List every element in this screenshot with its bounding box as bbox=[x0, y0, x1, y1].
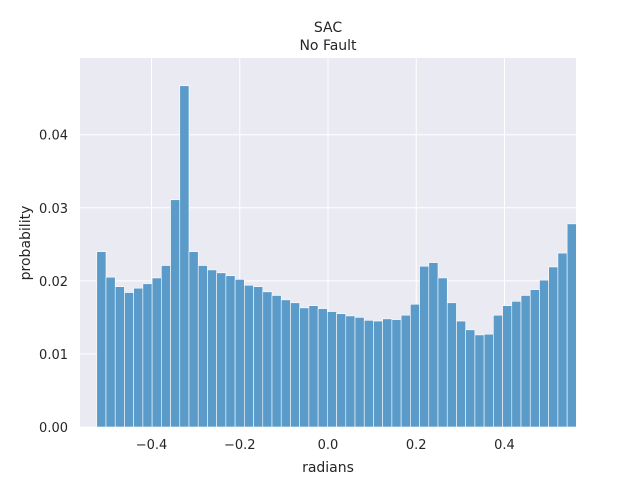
x-tick-label: −0.2 bbox=[224, 438, 256, 453]
histogram-bar bbox=[539, 279, 549, 428]
histogram-bar bbox=[317, 308, 328, 428]
y-axis-label: probability bbox=[18, 206, 34, 281]
histogram-bar bbox=[336, 313, 347, 428]
y-tick-labels: 0.00 0.01 0.02 0.03 0.04 bbox=[39, 129, 68, 436]
histogram-bar bbox=[529, 289, 540, 428]
bars bbox=[96, 85, 577, 428]
x-tick-label: −0.4 bbox=[136, 438, 168, 453]
histogram-bar bbox=[437, 277, 448, 428]
x-tick-labels: −0.4 −0.2 0.0 0.2 0.4 bbox=[136, 438, 515, 453]
histogram-bar bbox=[520, 295, 531, 428]
histogram-bar bbox=[474, 334, 485, 428]
histogram-bar bbox=[161, 265, 171, 428]
histogram-bar bbox=[400, 314, 411, 428]
histogram-bar bbox=[345, 315, 356, 428]
histogram-bar bbox=[391, 319, 402, 428]
histogram-bar bbox=[234, 279, 245, 428]
x-tick-label: 0.0 bbox=[318, 438, 339, 453]
x-tick-label: 0.2 bbox=[406, 438, 427, 453]
histogram-bar bbox=[308, 305, 319, 428]
histogram-bar bbox=[188, 251, 199, 428]
histogram-bar bbox=[253, 286, 264, 428]
histogram-bar bbox=[419, 265, 430, 428]
y-tick-label: 0.02 bbox=[39, 275, 68, 290]
histogram-bar bbox=[465, 329, 476, 428]
histogram-bar bbox=[271, 295, 282, 428]
histogram-bar bbox=[114, 286, 125, 428]
histogram-bar bbox=[197, 265, 208, 428]
histogram-bar bbox=[262, 291, 273, 428]
y-tick-label: 0.04 bbox=[39, 129, 68, 144]
y-tick-label: 0.00 bbox=[39, 421, 68, 436]
histogram-bar bbox=[557, 252, 568, 428]
y-tick-label: 0.01 bbox=[39, 348, 68, 363]
histogram-bar bbox=[548, 266, 559, 428]
histogram-bar bbox=[327, 311, 337, 428]
histogram-bar bbox=[483, 333, 494, 428]
x-axis-label: radians bbox=[302, 460, 354, 476]
histogram-bar bbox=[179, 85, 190, 428]
histogram-bar bbox=[456, 320, 466, 428]
histogram-bar bbox=[142, 283, 153, 428]
histogram-bar bbox=[280, 299, 291, 428]
histogram-bar bbox=[290, 302, 300, 428]
chart-subtitle: No Fault bbox=[299, 38, 357, 54]
histogram-bar bbox=[96, 251, 107, 428]
histogram-bar bbox=[410, 303, 420, 428]
histogram-bar bbox=[151, 277, 162, 428]
histogram-bar bbox=[566, 223, 577, 428]
histogram-bar bbox=[502, 305, 513, 428]
y-tick-label: 0.03 bbox=[39, 202, 68, 217]
histogram-bar bbox=[373, 320, 383, 428]
histogram-bar bbox=[207, 269, 217, 428]
histogram-bar bbox=[493, 314, 503, 428]
histogram-bar bbox=[428, 262, 439, 428]
histogram-bar bbox=[511, 301, 522, 428]
histogram-bar bbox=[363, 320, 374, 428]
histogram-bar bbox=[354, 317, 365, 428]
histogram-bar bbox=[382, 318, 393, 428]
histogram-bar bbox=[299, 307, 310, 428]
chart-title: SAC bbox=[314, 20, 342, 36]
histogram-bar bbox=[216, 272, 227, 428]
x-tick-label: 0.4 bbox=[494, 438, 515, 453]
histogram-bar bbox=[446, 302, 457, 428]
histogram-bar bbox=[225, 275, 236, 428]
histogram-bar bbox=[133, 287, 144, 428]
histogram-bar bbox=[244, 284, 254, 428]
histogram-bar bbox=[124, 292, 134, 428]
histogram-bar bbox=[170, 199, 181, 428]
histogram-bar bbox=[105, 276, 116, 428]
